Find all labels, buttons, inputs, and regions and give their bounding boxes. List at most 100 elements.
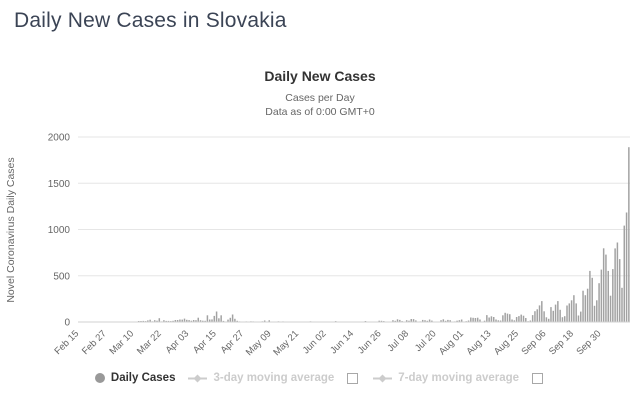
y-tick-label: 0 [64,318,70,329]
daily-cases-bar [525,318,527,322]
daily-cases-bar [522,315,525,322]
daily-cases-bar [428,319,431,322]
daily-cases-bar [545,317,548,322]
daily-cases-bar [518,316,520,322]
daily-cases-bar [211,319,213,322]
daily-cases-bar [470,317,472,322]
daily-cases-bar [215,311,218,322]
daily-cases-bar [534,311,536,322]
chart-subtitle-line2: Data as of 0:00 GMT+0 [265,105,375,118]
daily-cases-bar [497,320,500,322]
x-tick-label: Apr 03 [164,328,192,356]
legend-item-daily-cases[interactable]: Daily Cases [94,372,175,384]
legend-checkbox-7day[interactable] [532,372,544,384]
daily-cases-bar [412,319,415,322]
daily-cases-bar [506,313,509,322]
y-tick-label: 1000 [48,225,71,236]
daily-cases-bar [591,277,593,322]
daily-cases-bar [268,320,270,322]
x-tick-label: Apr 27 [219,328,247,356]
daily-cases-bar [236,320,238,322]
daily-cases-bar [573,295,575,322]
chart-title: Daily New Cases [264,68,376,84]
daily-cases-bar [623,225,626,322]
daily-cases-bar [600,269,603,322]
daily-cases-bar [495,319,497,322]
x-tick-label: Sep 30 [574,328,603,357]
daily-cases-bar [195,320,197,322]
daily-cases-bar [204,320,206,322]
x-tick-label: Sep 18 [547,328,576,357]
x-tick-label: Aug 13 [464,328,493,357]
daily-cases-bar [174,320,177,322]
daily-cases-bar [559,309,561,322]
daily-cases-bar [580,311,582,322]
daily-cases-bar [431,320,433,322]
daily-cases-bar [190,320,193,322]
daily-cases-bar [183,318,186,322]
daily-cases-bar [488,317,490,322]
daily-cases-bar [142,320,145,322]
daily-cases-bar [593,305,596,322]
daily-cases-bar [460,319,463,322]
x-tick-label: Apr 15 [191,328,219,356]
daily-cases-bar [547,318,550,322]
daily-cases-bar [458,320,461,323]
legend-item-7day-moving-average[interactable]: 7-day moving average [373,372,519,384]
daily-cases-bar [605,254,607,322]
x-tick-label: Feb 27 [80,328,109,357]
daily-cases-bar [424,320,426,323]
legend-checkbox-3day[interactable] [347,372,359,384]
daily-cases-bar [179,319,181,322]
daily-cases-bar [156,320,158,322]
daily-cases-bar [392,320,394,323]
daily-cases-bar [380,320,383,322]
daily-cases-bar [589,270,591,322]
daily-cases-bar [586,288,589,322]
daily-cases-bar [165,320,167,322]
daily-cases-bar [234,318,236,322]
daily-cases-bar [163,320,165,322]
daily-cases-bar [596,300,598,322]
daily-cases-bar [577,315,580,322]
y-tick-label: 1500 [48,179,71,190]
daily-cases-bar [621,287,623,322]
daily-cases-bar [504,312,506,323]
daily-cases-bar [490,316,493,322]
daily-cases-bar [563,316,566,322]
daily-cases-bar [582,290,584,322]
daily-cases-bar [208,319,211,322]
x-tick-label: Jun 02 [301,328,329,356]
daily-cases-bar [197,317,199,322]
daily-cases-bar [538,305,541,322]
daily-cases-bar [181,319,183,322]
daily-cases-bar [399,319,401,322]
daily-cases-bar [153,320,156,322]
daily-cases-bar [188,320,190,322]
daily-cases-bar [231,314,234,322]
x-tick-label: Jun 14 [328,328,356,356]
daily-cases-bar [394,320,396,322]
x-tick-label: May 09 [244,328,274,358]
daily-cases-bar [229,317,232,322]
daily-cases-bar [552,310,555,322]
daily-cases-bar [550,307,552,322]
daily-cases-bar [378,320,380,322]
daily-cases-bar [614,248,616,322]
daily-cases-bar [568,303,571,322]
daily-cases-bar [625,212,628,322]
x-tick-label: Jun 26 [356,328,384,356]
daily-cases-bar [543,311,545,322]
x-tick-label: Feb 15 [53,328,82,357]
page-title: Daily New Cases in Slovakia [14,9,287,32]
daily-cases-bar [172,320,174,322]
legend-item-3day-moving-average[interactable]: 3-day moving average [188,372,334,384]
daily-cases-bar [467,320,470,322]
chart-subtitle-line1: Cases per Day [285,92,355,104]
daily-cases-bar [192,320,195,322]
daily-cases-bar [410,319,413,322]
daily-cases-bar [426,320,429,322]
daily-cases-bar [405,320,408,322]
daily-cases-bar [456,320,458,322]
